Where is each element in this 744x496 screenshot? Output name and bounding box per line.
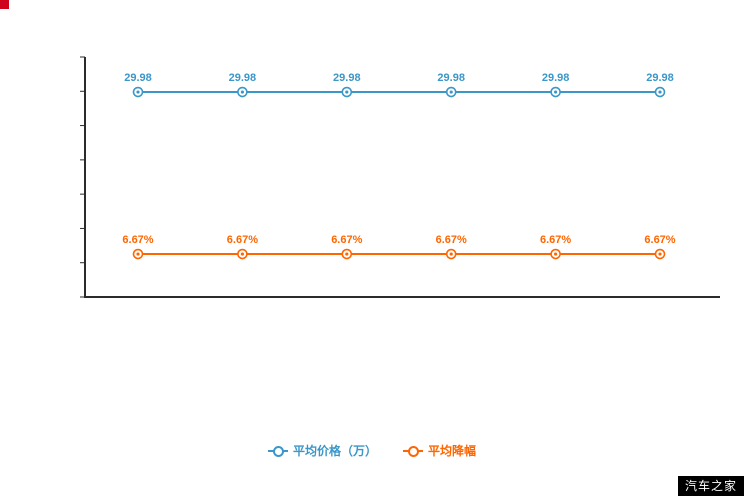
data-label: 29.98 [333,72,361,84]
legend-item-1[interactable]: 平均降幅 [403,442,476,459]
data-point-dot [658,90,662,94]
data-label: 29.98 [437,72,465,84]
legend-dot [272,445,284,457]
legend-label: 平均价格（万） [292,444,377,458]
data-label: 29.98 [124,72,152,84]
data-point-dot [240,252,244,256]
legend-item-0[interactable]: 平均价格（万） [267,442,377,459]
data-point-dot [240,90,244,94]
watermark: 汽车之家 [677,476,744,496]
data-point-dot [658,252,662,256]
line-chart: 29.98 29.98 29.98 29.98 29.98 29.98 6.67% 6.67%… [80,56,720,298]
chart-legend: 平均价格（万） 平均降幅 [0,442,744,459]
data-point-dot [449,252,453,256]
data-point-dot [554,252,558,256]
data-label: 29.98 [646,72,674,84]
data-point-dot [136,90,140,94]
data-point-dot [449,90,453,94]
data-label: 6.67% [436,234,467,246]
data-label: 6.67% [122,234,153,246]
legend-label: 平均降幅 [428,444,477,458]
data-label: 6.67% [227,234,258,246]
data-point-dot [345,90,349,94]
legend-marker-icon [267,445,288,457]
data-label: 29.98 [229,72,257,84]
data-point-dot [136,252,140,256]
data-point-dot [345,252,349,256]
data-label: 6.67% [540,234,571,246]
data-point-dot [554,90,558,94]
legend-dot [408,445,419,457]
data-label: 29.98 [542,72,570,84]
corner-marker [0,0,9,9]
data-label: 6.67% [331,234,362,246]
data-label: 6.67% [644,234,675,246]
legend-marker-icon [403,445,423,457]
